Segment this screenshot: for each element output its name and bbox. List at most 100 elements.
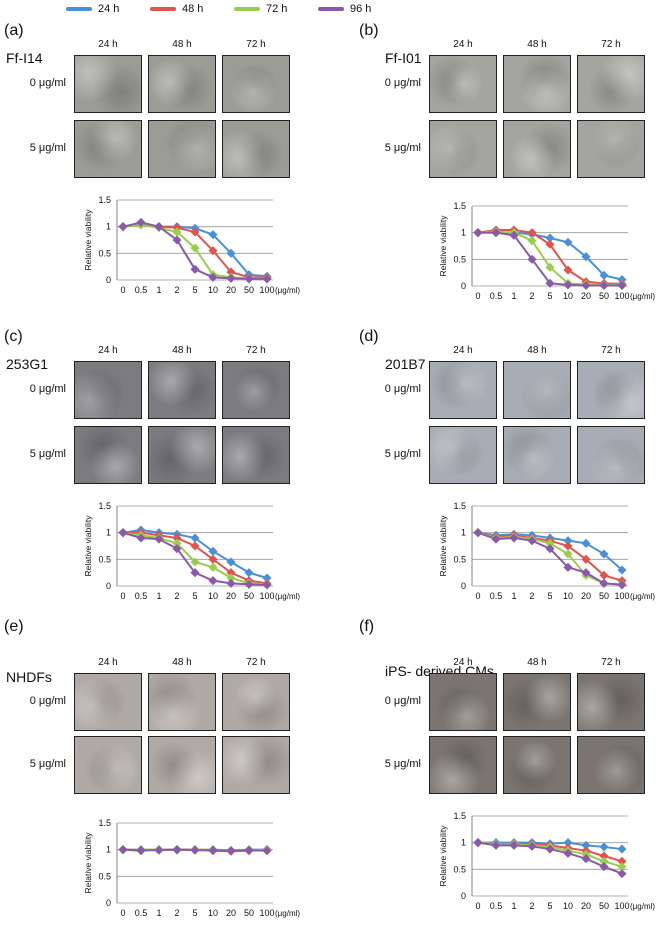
data-point [244,579,254,589]
data-point [154,222,164,232]
legend-swatch [318,7,344,11]
y-axis-label: Relative viability [438,215,448,277]
x-tick-label: 0.5 [490,291,503,301]
x-tick-label: 50 [244,591,254,601]
concentration-label: 0 μg/ml [384,77,421,89]
x-tick-label: 1 [511,291,516,301]
x-tick-label: 20 [226,908,236,918]
x-tick-label: 50 [599,591,609,601]
data-point [172,845,182,855]
data-point [190,264,200,274]
legend-label: 96 h [350,3,372,15]
time-label: 24 h [98,345,118,356]
microscopy-image [222,55,290,113]
x-tick-label: 0.5 [135,591,148,601]
x-tick-label: 0 [120,908,125,918]
microscopy-image [429,736,497,794]
data-point [136,845,146,855]
legend-swatch [66,7,92,11]
concentration-label: 0 μg/ml [29,695,66,707]
time-label: 24 h [98,39,118,50]
x-tick-label: 1 [511,901,516,911]
data-point [154,534,164,544]
legend-item: 72 h [234,2,314,16]
x-tick-label: 2 [529,591,534,601]
data-point [617,869,627,879]
data-point [599,842,609,852]
data-point [599,862,609,872]
cell-line-name: 201B7 [385,356,426,372]
time-label: 72 h [246,39,266,50]
microscopy-image [577,120,645,178]
x-axis-unit: (μg/ml) [630,902,655,911]
viability-chart: 0 0.5 1 1.5 Relative viability 0 0.5 1 2 5 10 20 50 1… [438,811,655,911]
y-tick-label: 1.5 [453,501,466,511]
microscopy-image [148,736,216,794]
x-axis-unit: (μg/ml) [630,592,655,601]
x-tick-label: 20 [581,901,591,911]
time-label: 24 h [98,657,118,668]
microscopy-image [222,361,290,419]
x-axis-unit: (μg/ml) [275,909,300,918]
data-point [208,845,218,855]
legend-item: 24 h [66,2,146,16]
microscopy-image [74,426,142,484]
time-label: 48 h [527,657,547,668]
x-tick-label: 2 [174,908,179,918]
concentration-label: 0 μg/ml [29,77,66,89]
data-point [617,280,627,290]
data-point [172,227,182,237]
microscopy-image [503,426,571,484]
x-tick-label: 20 [581,591,591,601]
panel-letter: (b) [359,22,379,39]
x-tick-label: 5 [547,901,552,911]
y-tick-label: 0.5 [453,864,466,874]
data-point [118,222,128,232]
x-axis-unit: (μg/ml) [275,286,300,295]
y-tick-label: 1.5 [98,195,111,205]
y-tick-label: 0 [106,581,111,591]
x-tick-label: 0.5 [135,908,148,918]
data-point [208,546,218,556]
x-tick-label: 50 [599,901,609,911]
y-tick-label: 0.5 [98,554,111,564]
legend-label: 48 h [182,3,204,15]
data-point [208,554,218,564]
y-tick-label: 1 [106,222,111,232]
concentration-label: 5 μg/ml [384,448,421,460]
y-tick-label: 1.5 [98,818,111,828]
concentration-label: 5 μg/ml [29,758,66,770]
data-point [599,578,609,588]
y-tick-label: 0.5 [453,554,466,564]
time-label: 24 h [453,345,473,356]
x-tick-label: 0 [120,591,125,601]
data-point [154,845,164,855]
x-tick-label: 10 [563,591,573,601]
x-tick-label: 20 [226,285,236,295]
concentration-label: 0 μg/ml [384,695,421,707]
y-tick-label: 1.5 [453,201,466,211]
x-tick-label: 10 [208,591,218,601]
x-tick-label: 10 [208,908,218,918]
y-tick-label: 1 [461,228,466,238]
cell-line-name: Ff-I01 [385,50,422,66]
data-point [208,230,218,240]
x-tick-label: 10 [563,901,573,911]
microscopy-image [74,361,142,419]
x-tick-label: 50 [599,291,609,301]
panel-letter: (f) [359,618,375,635]
x-tick-label: 100 [259,285,274,295]
x-tick-label: 20 [581,291,591,301]
y-tick-label: 0.5 [98,248,111,258]
x-tick-label: 1 [156,908,161,918]
data-point [118,845,128,855]
data-point [172,235,182,245]
y-tick-label: 0 [461,281,466,291]
microscopy-image [577,426,645,484]
cell-line-name: Ff-I14 [6,50,43,66]
data-point [172,544,182,554]
panel: (a) Ff-I14 24 h 48 h 72 h 0 μg/ml 5 μg/ml [0,22,305,322]
microscopy-image [222,736,290,794]
concentration-label: 0 μg/ml [29,383,66,395]
